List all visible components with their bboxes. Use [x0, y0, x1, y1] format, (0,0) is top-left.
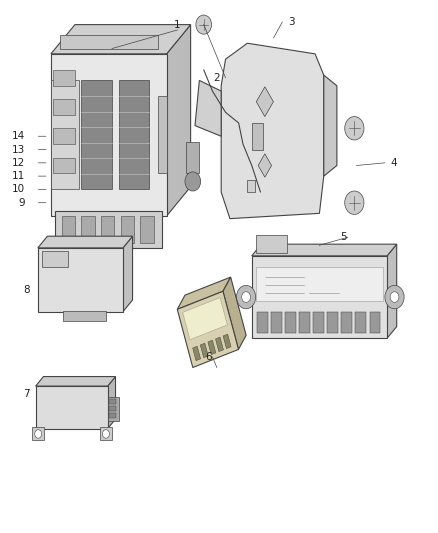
Bar [51, 80, 79, 189]
Bar [252, 256, 387, 338]
Circle shape [196, 15, 212, 34]
Polygon shape [324, 75, 337, 176]
Circle shape [345, 117, 364, 140]
Bar [35, 386, 108, 429]
Polygon shape [51, 54, 166, 216]
Text: 3: 3 [288, 17, 294, 27]
Polygon shape [183, 297, 227, 340]
Bar [53, 158, 75, 173]
Bar [53, 99, 75, 115]
Text: 13: 13 [11, 144, 25, 155]
Polygon shape [177, 277, 231, 309]
Bar [341, 312, 352, 333]
Bar [256, 266, 383, 301]
Circle shape [345, 191, 364, 214]
Polygon shape [123, 236, 133, 312]
Bar [32, 427, 44, 440]
Bar [141, 216, 153, 243]
Bar [100, 427, 112, 440]
Text: 10: 10 [11, 184, 25, 195]
Bar [356, 312, 366, 333]
Polygon shape [195, 80, 221, 136]
Polygon shape [35, 376, 116, 386]
Circle shape [385, 285, 404, 309]
Text: 2: 2 [213, 73, 220, 83]
Bar [313, 312, 324, 333]
Bar [327, 312, 338, 333]
Bar [53, 128, 75, 144]
Polygon shape [223, 277, 246, 350]
Bar [38, 248, 123, 312]
Bar [101, 216, 114, 243]
Polygon shape [108, 376, 116, 429]
Polygon shape [387, 244, 397, 338]
Circle shape [102, 430, 110, 438]
Bar [252, 123, 263, 150]
Text: 8: 8 [24, 286, 30, 295]
Bar [109, 406, 116, 411]
Bar [186, 142, 199, 173]
Polygon shape [252, 244, 397, 256]
Bar [370, 312, 380, 333]
Polygon shape [200, 343, 208, 358]
Polygon shape [221, 43, 324, 219]
Polygon shape [177, 292, 238, 368]
Polygon shape [38, 236, 133, 248]
Polygon shape [51, 25, 191, 54]
Polygon shape [223, 334, 231, 349]
Polygon shape [256, 87, 273, 117]
Bar [42, 251, 68, 266]
Polygon shape [193, 346, 201, 361]
Polygon shape [208, 340, 216, 354]
Text: 4: 4 [390, 158, 397, 168]
Bar [108, 397, 119, 421]
Circle shape [237, 285, 256, 309]
Bar [81, 80, 112, 189]
Bar [81, 216, 95, 243]
Circle shape [242, 292, 251, 302]
Bar [271, 312, 282, 333]
Bar [109, 399, 116, 404]
Text: 1: 1 [174, 20, 181, 30]
Polygon shape [258, 154, 272, 177]
Bar [285, 312, 296, 333]
Bar [55, 211, 162, 248]
Bar [109, 413, 116, 418]
Polygon shape [215, 337, 223, 352]
Text: 11: 11 [11, 171, 25, 181]
Bar [60, 35, 158, 49]
Text: 9: 9 [18, 198, 25, 208]
Bar [64, 311, 106, 321]
Bar [299, 312, 310, 333]
Text: 5: 5 [340, 232, 347, 243]
Bar [119, 80, 149, 189]
Bar [257, 312, 268, 333]
Text: 7: 7 [24, 389, 30, 399]
Bar [247, 180, 255, 192]
Circle shape [390, 292, 399, 302]
Bar [53, 70, 75, 86]
Bar [256, 235, 287, 253]
Polygon shape [166, 25, 191, 216]
Circle shape [185, 172, 201, 191]
Text: 14: 14 [11, 131, 25, 141]
Bar [121, 216, 134, 243]
Circle shape [35, 430, 42, 438]
Bar [62, 216, 75, 243]
Text: 6: 6 [205, 352, 212, 362]
Text: 12: 12 [11, 158, 25, 168]
Bar [158, 96, 166, 173]
